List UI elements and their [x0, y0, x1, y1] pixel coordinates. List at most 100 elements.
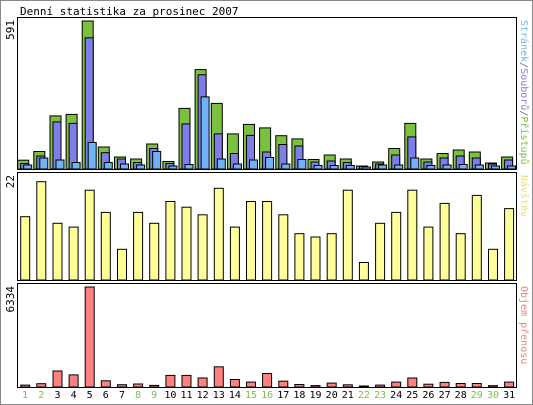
bar-top-s2-day-11: [181, 123, 191, 170]
x-tick-label: 3: [54, 390, 60, 401]
bar-bot-s1-day-11: [181, 374, 192, 388]
x-tick-label: 2: [38, 390, 44, 401]
bar-mid-s1-day-19: [310, 236, 321, 281]
x-tick-label: 19: [309, 390, 321, 401]
legend: Stránek/Souborů/Přístupů: [518, 20, 530, 165]
bar-top-s3-day-26: [426, 165, 436, 170]
legend-item: Návštěv: [518, 175, 530, 217]
panel-mid: 22 Návštěv: [4, 172, 530, 281]
bar-mid-s1-day-9: [149, 222, 160, 281]
x-tick-label: 22: [358, 390, 370, 401]
legend-item: Souborů: [518, 68, 530, 110]
x-tick-label: 26: [422, 390, 434, 401]
x-tick-label: 18: [293, 390, 305, 401]
x-tick-label: 27: [439, 390, 451, 401]
x-tick-label: 14: [229, 390, 241, 401]
bar-mid-s1-day-24: [391, 211, 402, 281]
bar-bot-s1-day-24: [391, 381, 402, 388]
bar-top-s3-day-28: [458, 164, 468, 170]
bar-bot-s1-day-8: [133, 383, 144, 388]
bar-top-s3-day-9: [152, 151, 162, 170]
x-axis-day-labels: 1 2 3 4 5 6 7 8 9 10 11 12 13 14 15 16 17 18 19 20 21 22 23 24 2…: [22, 390, 515, 401]
bar-mid-s1-day-26: [423, 226, 434, 281]
bar-top-s3-day-11: [184, 164, 194, 170]
bar-bot-s1-day-1: [20, 384, 31, 388]
bar-top-s3-day-7: [120, 163, 129, 170]
x-tick-label: 9: [151, 390, 157, 401]
x-tick-label: 13: [213, 390, 225, 401]
y-max-label: 22: [4, 175, 17, 188]
bar-mid-s1-day-23: [375, 222, 386, 281]
bar-top-s3-day-8: [136, 164, 146, 170]
bar-bot-s1-day-14: [229, 379, 240, 388]
bar-mid-s1-day-22: [358, 262, 369, 281]
x-tick-label: 6: [103, 390, 109, 401]
bar-mid-s1-day-6: [100, 211, 111, 281]
x-tick-label: 8: [135, 390, 141, 401]
bar-top-s3-day-21: [345, 165, 355, 170]
bar-top-s3-day-22: [361, 166, 371, 170]
bar-top-s3-day-3: [55, 159, 65, 170]
bar-bot-s1-day-21: [342, 384, 353, 388]
bar-mid-s1-day-16: [262, 201, 273, 281]
bar-mid-s1-day-14: [229, 226, 240, 281]
bar-mid-s1-day-25: [407, 189, 418, 281]
bar-bot-s1-day-28: [455, 383, 466, 388]
bar-top-s3-day-24: [394, 164, 404, 170]
x-tick-label: 30: [487, 390, 499, 401]
x-tick-label: 17: [277, 390, 289, 401]
bar-bot-s1-day-15: [246, 381, 256, 388]
x-tick-label: 5: [87, 390, 93, 401]
legend-item: /: [518, 110, 529, 116]
x-tick-label: 21: [342, 390, 354, 401]
legend-item: Přístupů: [518, 116, 530, 164]
chart-title: Denní statistika za prosinec 2007: [20, 5, 239, 18]
bar-top-s3-day-25: [410, 157, 420, 170]
x-tick-label: 25: [406, 390, 418, 401]
bar-mid-s1-day-7: [117, 248, 127, 281]
panel-top: 591 Stránek/Souborů/Přístupů: [4, 17, 530, 170]
bar-mid-s1-day-4: [68, 226, 79, 281]
bar-mid-s1-day-3: [52, 222, 63, 281]
bar-bot-s1-day-29: [471, 383, 482, 388]
bar-bot-s1-day-9: [149, 384, 160, 388]
x-tick-label: 20: [326, 390, 338, 401]
bar-top-s3-day-19: [313, 165, 323, 170]
bar-mid-s1-day-20: [326, 233, 337, 281]
bar-bot-s1-day-4: [68, 374, 79, 388]
legend-item: Stránek: [518, 20, 530, 62]
series-bot-1: [20, 286, 515, 388]
x-tick-label: 15: [245, 390, 257, 401]
bar-bot-s1-day-16: [262, 373, 273, 388]
bar-bot-s1-day-7: [117, 384, 127, 388]
bar-bot-s1-day-20: [326, 382, 337, 388]
panel-bot: 6334 Objem přenosu: [4, 283, 530, 388]
bar-bot-s1-day-10: [165, 374, 176, 388]
bar-mid-s1-day-2: [36, 181, 47, 281]
bar-mid-s1-day-10: [165, 201, 176, 281]
x-tick-label: 23: [374, 390, 386, 401]
bar-mid-s1-day-5: [84, 189, 95, 281]
bar-bot-s1-day-19: [310, 385, 321, 388]
bar-mid-s1-day-29: [471, 194, 482, 281]
x-tick-label: 4: [71, 390, 77, 401]
bar-top-s3-day-23: [378, 164, 388, 170]
bar-top-s3-day-17: [281, 163, 291, 170]
bar-bot-s1-day-2: [36, 383, 47, 388]
bar-mid-s1-day-31: [504, 208, 515, 281]
bar-mid-s1-day-12: [197, 214, 208, 281]
bar-bot-s1-day-26: [423, 383, 434, 388]
bar-bot-s1-day-13: [213, 366, 224, 388]
bar-top-s3-day-15: [249, 159, 258, 170]
bar-top-s3-day-6: [103, 162, 113, 170]
bar-bot-s1-day-22: [358, 385, 369, 388]
bar-bot-s1-day-5: [84, 286, 95, 388]
bar-mid-s1-day-18: [294, 233, 305, 281]
bar-mid-s1-day-1: [20, 216, 31, 281]
bar-top-s3-day-14: [232, 163, 242, 170]
bar-bot-s1-day-12: [197, 377, 208, 388]
bar-top-s3-day-20: [329, 165, 339, 170]
bar-bot-s1-day-23: [375, 384, 386, 388]
x-tick-label: 28: [455, 390, 467, 401]
